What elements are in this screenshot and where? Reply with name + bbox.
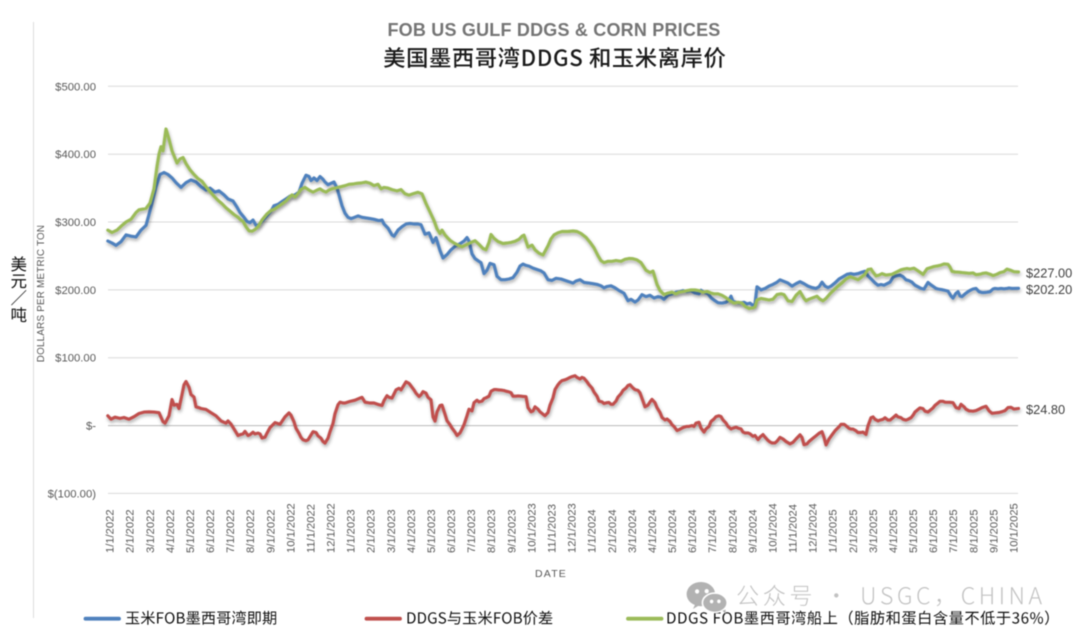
svg-text:9/1/2022: 9/1/2022 (265, 509, 277, 553)
svg-text:10/1/2024: 10/1/2024 (767, 503, 779, 553)
svg-text:7/1/2022: 7/1/2022 (225, 509, 237, 553)
svg-text:8/1/2024: 8/1/2024 (727, 509, 739, 553)
svg-text:1/1/2025: 1/1/2025 (828, 509, 840, 553)
svg-text:3/1/2024: 3/1/2024 (627, 509, 639, 553)
svg-text:9/1/2023: 9/1/2023 (506, 509, 518, 553)
svg-text:$100.00: $100.00 (55, 353, 96, 365)
svg-text:4/1/2025: 4/1/2025 (888, 509, 900, 553)
svg-text:4/1/2024: 4/1/2024 (647, 509, 659, 553)
svg-text:$24.80: $24.80 (1026, 402, 1065, 417)
svg-text:$200.00: $200.00 (55, 285, 96, 297)
svg-text:2/1/2025: 2/1/2025 (848, 509, 860, 553)
svg-text:4/1/2022: 4/1/2022 (165, 509, 177, 553)
svg-text:5/1/2024: 5/1/2024 (667, 509, 679, 553)
svg-text:9/1/2024: 9/1/2024 (747, 509, 759, 553)
svg-text:$300.00: $300.00 (55, 217, 96, 229)
svg-text:8/1/2025: 8/1/2025 (968, 509, 980, 553)
svg-text:2/1/2024: 2/1/2024 (607, 509, 619, 553)
svg-text:3/1/2025: 3/1/2025 (868, 509, 880, 553)
svg-text:6/1/2024: 6/1/2024 (687, 509, 699, 553)
svg-text:3/1/2023: 3/1/2023 (386, 509, 398, 553)
svg-text:11/1/2023: 11/1/2023 (546, 504, 558, 553)
svg-text:8/1/2022: 8/1/2022 (245, 509, 257, 553)
svg-text:$-: $- (86, 421, 96, 433)
svg-text:7/1/2024: 7/1/2024 (707, 509, 719, 553)
svg-text:5/1/2022: 5/1/2022 (185, 509, 197, 553)
svg-text:DATE: DATE (535, 568, 567, 580)
svg-text:$400.00: $400.00 (55, 149, 96, 161)
svg-text:FOB US GULF DDGS & CORN PRICES: FOB US GULF DDGS & CORN PRICES (387, 20, 720, 40)
svg-text:10/1/2025: 10/1/2025 (1008, 503, 1020, 553)
svg-text:11/1/2024: 11/1/2024 (787, 504, 799, 553)
svg-text:2/1/2023: 2/1/2023 (366, 509, 378, 553)
svg-text:3/1/2022: 3/1/2022 (145, 509, 157, 553)
svg-text:7/1/2023: 7/1/2023 (466, 509, 478, 553)
svg-text:10/1/2022: 10/1/2022 (285, 503, 297, 553)
svg-text:12/1/2023: 12/1/2023 (567, 503, 579, 553)
svg-text:2/1/2022: 2/1/2022 (125, 509, 137, 553)
svg-text:4/1/2023: 4/1/2023 (406, 509, 418, 553)
svg-text:$227.00: $227.00 (1026, 266, 1072, 281)
svg-text:6/1/2023: 6/1/2023 (446, 509, 458, 553)
svg-text:10/1/2023: 10/1/2023 (526, 503, 538, 553)
svg-text:DOLLARS PER METRIC TON: DOLLARS PER METRIC TON (36, 225, 47, 362)
svg-text:1/1/2022: 1/1/2022 (105, 509, 117, 553)
svg-text:5/1/2023: 5/1/2023 (426, 509, 438, 553)
svg-text:1/1/2023: 1/1/2023 (346, 509, 358, 553)
svg-text:$500.00: $500.00 (55, 81, 96, 93)
svg-text:1/1/2024: 1/1/2024 (587, 509, 599, 553)
svg-text:11/1/2022: 11/1/2022 (305, 504, 317, 553)
svg-text:9/1/2025: 9/1/2025 (988, 509, 1000, 553)
svg-text:7/1/2025: 7/1/2025 (948, 509, 960, 553)
svg-text:$202.20: $202.20 (1026, 282, 1072, 297)
svg-text:6/1/2022: 6/1/2022 (205, 509, 217, 553)
svg-text:5/1/2025: 5/1/2025 (908, 509, 920, 553)
svg-text:12/1/2024: 12/1/2024 (808, 503, 820, 553)
svg-text:8/1/2023: 8/1/2023 (486, 509, 498, 553)
svg-text:$(100.00): $(100.00) (48, 488, 97, 500)
svg-text:6/1/2025: 6/1/2025 (928, 509, 940, 553)
svg-text:12/1/2022: 12/1/2022 (326, 503, 338, 553)
